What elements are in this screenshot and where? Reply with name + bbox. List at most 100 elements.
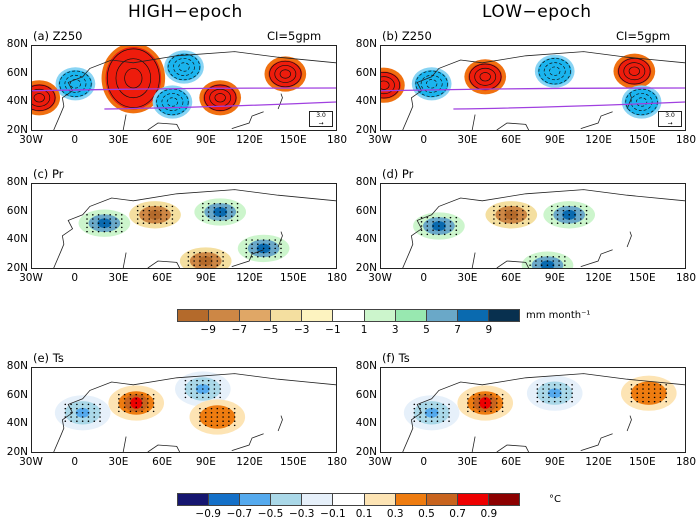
significance-dot: [516, 205, 518, 208]
significance-dot: [430, 416, 433, 418]
significance-dot: [148, 205, 151, 208]
significance-dot: [551, 218, 553, 220]
significance-dot: [496, 398, 498, 400]
z250-positive-anomaly: [617, 57, 652, 85]
significance-dot: [213, 215, 216, 217]
significance-dot: [202, 207, 204, 209]
panel-label-c: (c) Pr: [33, 167, 64, 181]
jet-axis-line: [104, 101, 336, 110]
significance-dot: [527, 222, 530, 224]
significance-dot: [665, 396, 667, 399]
significance-dot: [484, 410, 487, 413]
significance-dot: [420, 233, 423, 236]
significance-dot: [420, 221, 423, 223]
significance-dot: [219, 207, 221, 209]
significance-dot: [496, 402, 498, 404]
significance-dot: [642, 388, 644, 390]
significance-dot: [141, 398, 143, 400]
significance-dot: [636, 400, 639, 403]
significance-dot: [109, 214, 111, 216]
significance-dot: [571, 392, 573, 394]
significance-dot: [504, 218, 507, 220]
significance-dot: [92, 226, 94, 229]
significance-dot: [436, 407, 439, 410]
significance-dot: [76, 403, 78, 406]
significance-dot: [219, 379, 221, 382]
significance-dot: [190, 388, 193, 390]
significance-dot: [562, 205, 565, 208]
significance-dot: [565, 388, 568, 390]
significance-dot: [472, 406, 475, 408]
significance-dot: [219, 392, 221, 394]
z250-positive-anomaly: [381, 71, 401, 99]
significance-dot: [225, 202, 227, 205]
significance-dot: [419, 407, 421, 410]
significance-dot: [210, 264, 213, 266]
significance-dot: [490, 402, 492, 404]
significance-dot: [653, 400, 656, 403]
significance-dot: [493, 205, 495, 208]
significance-dot: [148, 214, 151, 216]
significance-dot: [99, 403, 101, 406]
significance-dot: [109, 218, 111, 220]
significance-dot: [193, 260, 195, 262]
significance-dot: [115, 226, 117, 229]
coastline: [53, 373, 336, 452]
significance-dot: [87, 416, 90, 418]
significance-dot: [103, 218, 106, 220]
significance-dot: [653, 388, 656, 390]
significance-dot: [642, 384, 644, 386]
colorbar-tick-label: 0.3: [386, 508, 404, 520]
significance-dot: [202, 211, 204, 213]
panel-label-e: (e) Ts: [33, 351, 64, 365]
significance-dot: [219, 388, 221, 390]
x-tick-label: 30W: [19, 272, 43, 284]
x-tick-label: 150E: [628, 134, 656, 146]
significance-dot: [579, 222, 582, 224]
significance-dot: [207, 215, 210, 217]
significance-dot: [522, 209, 524, 212]
significance-dot: [501, 398, 504, 400]
significance-dot: [542, 384, 544, 386]
significance-dot: [228, 416, 230, 418]
significance-dot: [199, 412, 201, 414]
significance-dot: [152, 393, 155, 396]
x-tick-label: 180: [326, 134, 348, 146]
significance-dot: [571, 388, 573, 390]
significance-dot: [568, 222, 570, 224]
significance-dot: [202, 215, 204, 217]
significance-dot: [478, 410, 481, 413]
z250-positive-anomaly: [203, 84, 238, 112]
significance-dot: [553, 384, 556, 386]
significance-dot: [230, 211, 233, 213]
map-panel-e: [31, 367, 337, 453]
significance-dot: [546, 256, 549, 258]
significance-dot: [81, 420, 84, 422]
significance-dot: [228, 424, 230, 427]
significance-dot: [123, 398, 126, 400]
significance-dot: [527, 205, 530, 208]
significance-dot: [478, 406, 481, 408]
significance-dot: [574, 222, 576, 224]
y-tick-label: 20N: [6, 124, 28, 136]
significance-dot: [565, 400, 568, 403]
significance-dot: [64, 420, 67, 422]
colorbar-tick-label: −0.3: [288, 508, 315, 520]
significance-dot: [448, 403, 450, 406]
significance-dot: [70, 403, 72, 406]
colorbar-swatch: [426, 310, 458, 321]
significance-dot: [665, 388, 667, 390]
significance-dot: [455, 225, 458, 227]
significance-dot: [501, 393, 504, 396]
x-tick-label: 60E: [152, 272, 173, 284]
significance-dot: [504, 222, 507, 224]
significance-dot: [455, 216, 458, 219]
significance-dot: [542, 388, 544, 390]
significance-dot: [659, 388, 662, 390]
significance-dot: [659, 392, 662, 394]
significance-dot: [207, 207, 210, 209]
significance-dot: [196, 379, 198, 382]
x-tick-label: 30E: [457, 134, 478, 146]
significance-dot: [129, 393, 132, 396]
significance-dot: [204, 420, 207, 422]
